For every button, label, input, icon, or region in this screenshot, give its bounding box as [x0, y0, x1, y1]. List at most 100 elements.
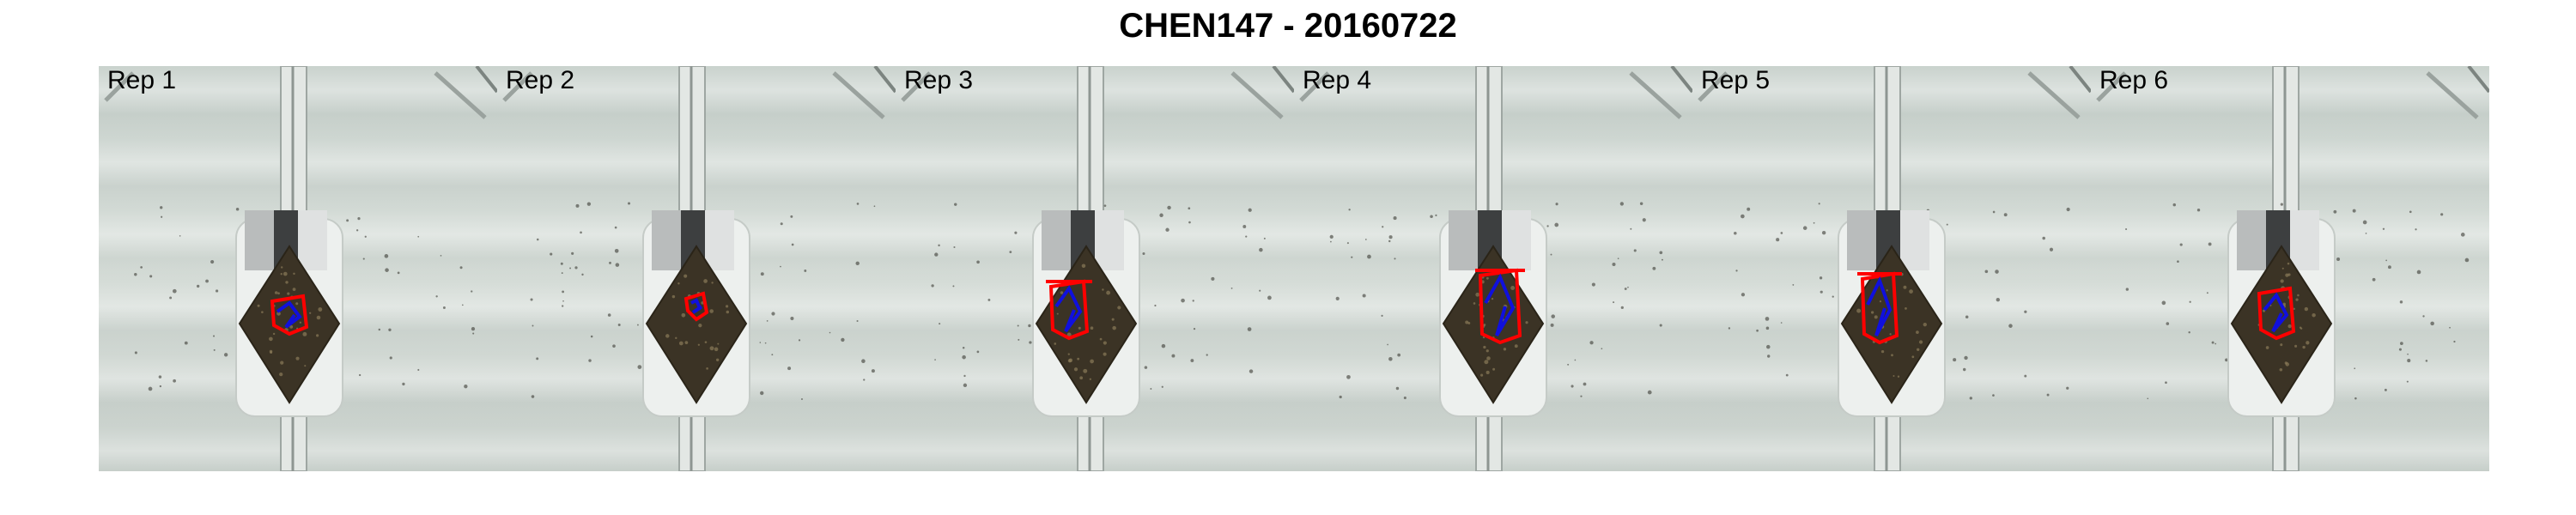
soil-speck: [2215, 342, 2217, 345]
soil-speck: [1259, 247, 1263, 252]
soil-speck: [1247, 327, 1252, 331]
panel-rep-3: Rep 3: [896, 66, 1294, 471]
soil-speck: [1802, 226, 1807, 230]
soil-speck: [790, 215, 793, 218]
soil-grain: [1077, 357, 1080, 360]
soil-grain: [1079, 376, 1084, 380]
soil-speck: [561, 305, 564, 307]
soil-speck: [1661, 258, 1663, 261]
strut: [434, 71, 487, 119]
soil-grain: [2262, 309, 2266, 312]
soil-grain: [1102, 288, 1104, 291]
panel-rep-2: Rep 2: [497, 66, 896, 471]
soil-speck: [2352, 209, 2356, 213]
soil-grain: [683, 274, 688, 278]
soil-grain: [292, 288, 296, 292]
soil-grain: [287, 292, 290, 295]
strut: [1698, 71, 1728, 102]
soil-speck: [588, 359, 592, 362]
soil-speck: [531, 395, 535, 398]
soil-grain: [318, 307, 323, 312]
soil-speck: [2365, 233, 2367, 234]
soil-speck: [2440, 213, 2444, 216]
soil-speck: [536, 357, 539, 360]
pot-tag: [1900, 210, 1929, 270]
strut: [2096, 71, 2127, 102]
soil-grain: [1056, 312, 1059, 315]
soil-speck: [1150, 388, 1152, 390]
soil-grain: [1482, 336, 1485, 339]
soil-speck: [1613, 301, 1615, 304]
soil-grain: [709, 346, 714, 351]
soil-grain: [1903, 285, 1907, 289]
soil-speck: [766, 319, 769, 322]
soil-grain: [1090, 326, 1094, 330]
strut: [873, 66, 896, 94]
soil-speck: [1028, 324, 1031, 328]
soil-grain: [1897, 375, 1900, 378]
soil-grain: [2302, 345, 2306, 349]
soil-speck: [1362, 294, 1366, 298]
soil-speck: [939, 323, 941, 325]
strut: [475, 66, 497, 94]
soil-grain: [1893, 374, 1895, 377]
soil-speck: [759, 342, 762, 343]
soil-speck: [2172, 203, 2177, 207]
soil-speck: [1551, 314, 1555, 318]
soil-speck: [2409, 210, 2412, 214]
soil-pot: [2230, 245, 2333, 404]
soil-speck: [614, 226, 617, 229]
soil-speck: [1766, 344, 1771, 349]
plant-hull: [270, 294, 309, 336]
soil-speck: [637, 324, 639, 326]
plant-photo: [1698, 66, 2091, 471]
soil-speck: [1367, 254, 1371, 259]
soil-speck: [1259, 289, 1261, 292]
soil-speck: [569, 267, 572, 270]
soil-speck: [1583, 382, 1587, 386]
soil-speck: [2188, 331, 2190, 334]
soil-speck: [1969, 397, 1972, 400]
soil-speck: [2046, 393, 2050, 397]
plant-hull: [2257, 286, 2296, 341]
soil-grain: [280, 272, 283, 276]
soil-speck: [2066, 386, 2069, 390]
soil-grain: [1485, 276, 1489, 280]
pot-tag: [1042, 210, 1071, 270]
soil-speck: [1387, 343, 1388, 346]
soil-speck: [158, 375, 162, 379]
soil-speck: [389, 356, 392, 360]
soil-grain: [1078, 326, 1081, 330]
soil-speck: [1165, 227, 1170, 232]
soil-speck: [1430, 215, 1433, 219]
soil-speck: [149, 275, 153, 278]
soil-speck: [1612, 262, 1616, 267]
soil-speck: [550, 252, 553, 256]
soil-speck: [1263, 237, 1266, 239]
plant-photo: [104, 66, 497, 471]
soil-speck: [863, 379, 866, 381]
soil-grain: [1485, 370, 1490, 375]
soil-speck: [841, 337, 845, 342]
soil-grain: [675, 336, 677, 340]
soil-speck: [388, 328, 392, 331]
soil-speck: [856, 203, 860, 205]
plant-skeleton: [1866, 276, 1893, 336]
soil-grain: [1891, 354, 1893, 357]
soil-speck: [1248, 208, 1252, 212]
pot-tag: [1095, 210, 1124, 270]
soil-speck: [790, 317, 794, 321]
soil-speck: [471, 326, 476, 331]
soil-speck: [2385, 259, 2387, 262]
soil-grain: [2299, 326, 2302, 329]
strut: [1230, 71, 1284, 119]
soil-grain: [1068, 358, 1073, 362]
soil-speck: [590, 335, 593, 338]
soil-speck: [764, 342, 767, 344]
soil-speck: [1792, 283, 1795, 286]
soil-speck: [2206, 292, 2208, 294]
soil-speck: [614, 248, 619, 253]
soil-speck: [562, 290, 565, 294]
soil-speck: [1188, 221, 1191, 224]
soil-grain: [681, 312, 686, 318]
